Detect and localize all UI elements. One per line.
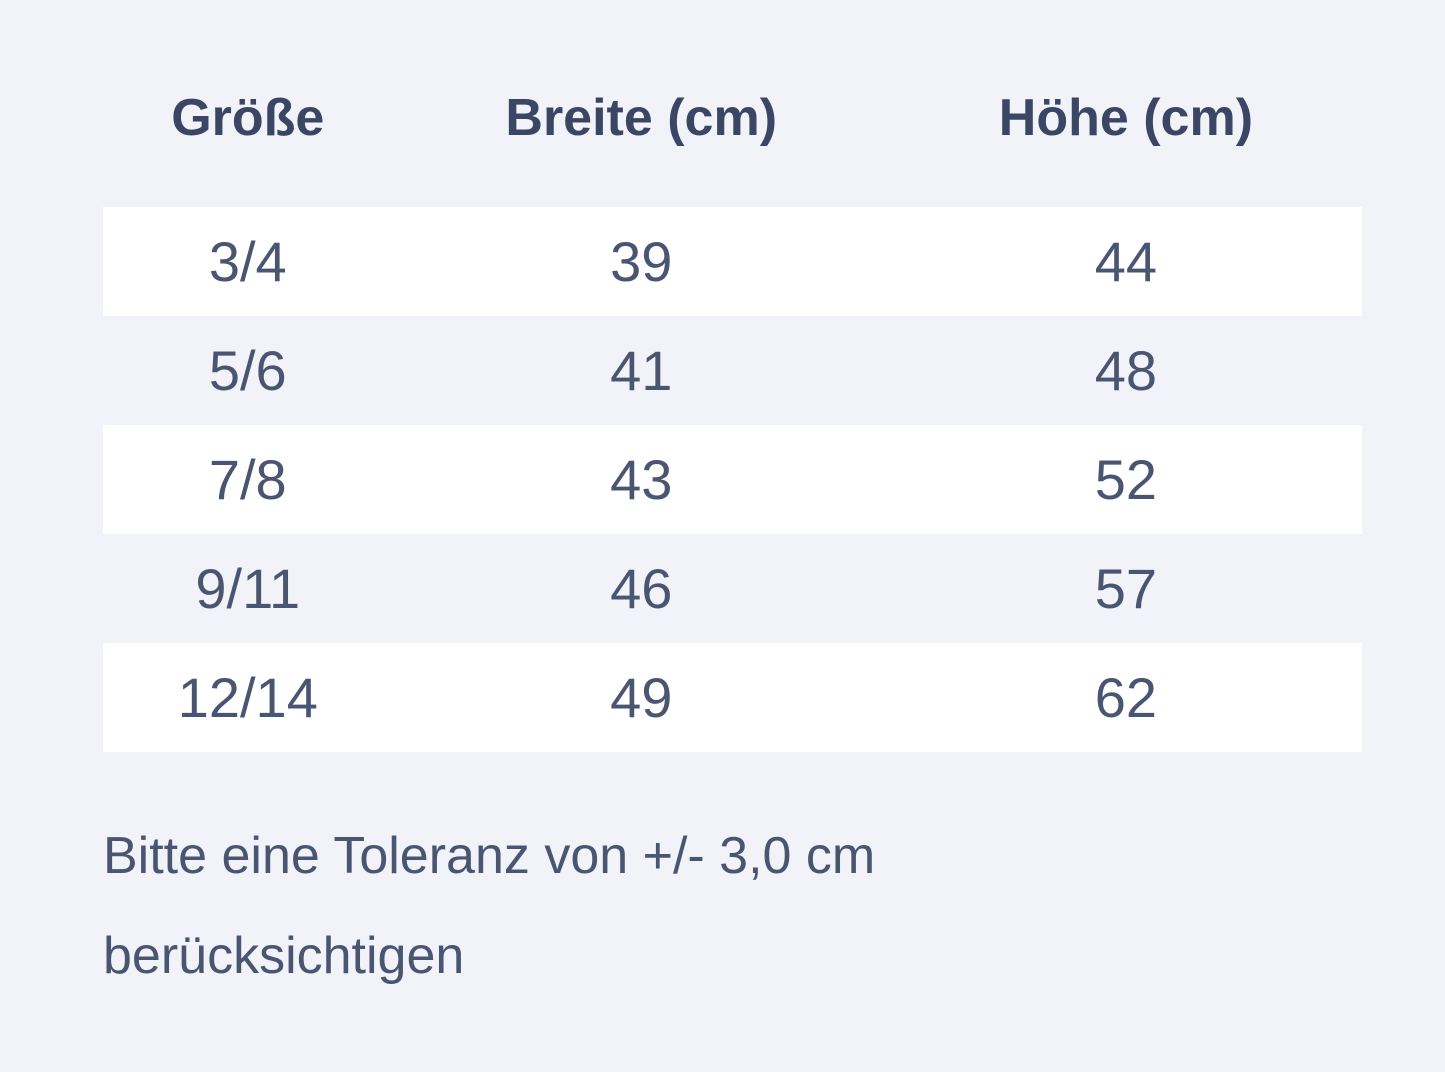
- cell-width: 49: [610, 666, 673, 729]
- cell-width: 46: [610, 557, 673, 620]
- size-table-header-row: Größe Breite (cm) Höhe (cm): [103, 62, 1362, 174]
- column-header-width: Breite (cm): [505, 89, 778, 147]
- cell-width: 41: [610, 339, 673, 402]
- cell-height: 48: [1094, 339, 1158, 402]
- cell-size: 7/8: [208, 448, 287, 511]
- tolerance-note-line: berücksichtigen: [103, 927, 465, 985]
- cell-height: 62: [1094, 666, 1158, 729]
- tolerance-note: Bitte eine Toleranz von +/- 3,0 cm berüc…: [103, 806, 1445, 1006]
- table-row: 12/14 49 62: [103, 643, 1362, 752]
- cell-size: 9/11: [195, 557, 301, 620]
- cell-size: 12/14: [177, 666, 318, 729]
- cell-width: 43: [610, 448, 673, 511]
- cell-height: 52: [1094, 448, 1158, 511]
- size-table-body: 3/4 39 44 5/6 41 48 7/8 43 52 9/11 46 57…: [103, 207, 1362, 752]
- size-chart: Größe Breite (cm) Höhe (cm) 3/4 39 44 5/…: [103, 62, 1445, 1006]
- table-row: 9/11 46 57: [103, 534, 1362, 643]
- column-header-height: Höhe (cm): [998, 89, 1254, 147]
- column-header-size: Größe: [171, 89, 325, 147]
- tolerance-note-line: Bitte eine Toleranz von +/- 3,0 cm: [103, 827, 876, 885]
- table-row: 7/8 43 52: [103, 425, 1362, 534]
- cell-width: 39: [610, 230, 673, 293]
- table-row: 5/6 41 48: [103, 316, 1362, 425]
- cell-height: 44: [1094, 230, 1158, 293]
- size-table: Größe Breite (cm) Höhe (cm) 3/4 39 44 5/…: [103, 62, 1362, 752]
- cell-height: 57: [1094, 557, 1158, 620]
- cell-size: 5/6: [208, 339, 287, 402]
- table-row: 3/4 39 44: [103, 207, 1362, 316]
- cell-size: 3/4: [208, 230, 287, 293]
